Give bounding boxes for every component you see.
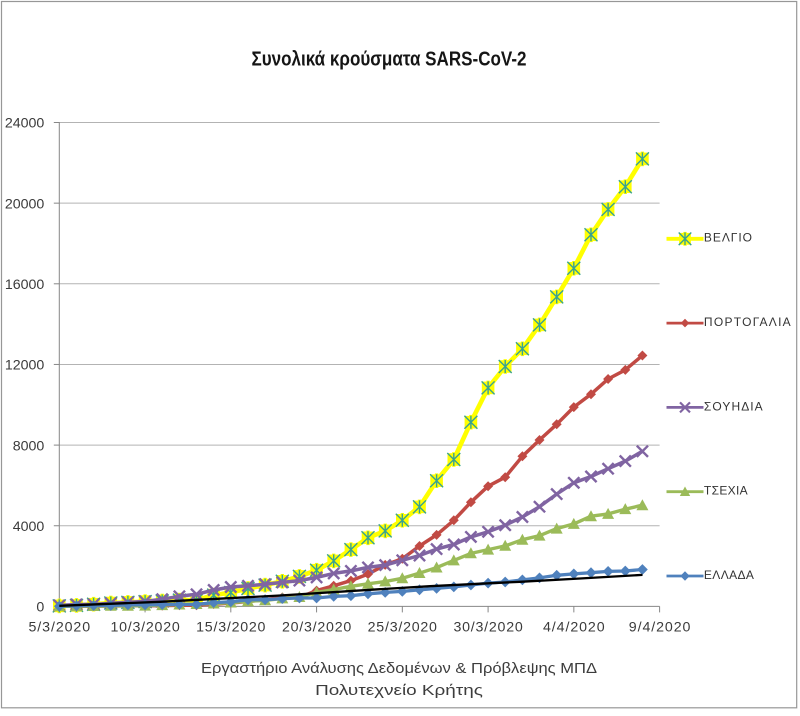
svg-text:ΠΟΡΤΟΓΑΛΙΑ: ΠΟΡΤΟΓΑΛΙΑ [704,315,791,329]
svg-text:10/3/2020: 10/3/2020 [110,619,179,635]
svg-text:0: 0 [36,600,44,616]
svg-text:15/3/2020: 15/3/2020 [196,619,265,635]
svg-text:4/4/2020: 4/4/2020 [543,619,605,635]
svg-text:5/3/2020: 5/3/2020 [29,619,91,635]
svg-text:4000: 4000 [13,519,45,535]
svg-text:ΤΣΕΧΙΑ: ΤΣΕΧΙΑ [704,484,748,498]
svg-text:20/3/2020: 20/3/2020 [282,619,351,635]
svg-text:Εργαστήριο Ανάλυσης Δεδομένων: Εργαστήριο Ανάλυσης Δεδομένων & Πρόβλεψη… [201,660,597,677]
svg-text:9/4/2020: 9/4/2020 [629,619,691,635]
svg-text:ΕΛΛΑΔΑ: ΕΛΛΑΔΑ [704,568,754,582]
svg-text:25/3/2020: 25/3/2020 [368,619,437,635]
svg-text:ΒΕΛΓΙΟ: ΒΕΛΓΙΟ [704,231,752,245]
svg-text:16000: 16000 [5,277,45,293]
svg-text:Πολυτεχνείο Κρήτης: Πολυτεχνείο Κρήτης [315,682,483,699]
svg-text:8000: 8000 [13,438,45,454]
svg-text:30/3/2020: 30/3/2020 [453,619,522,635]
svg-text:24000: 24000 [5,116,45,132]
svg-text:Συνολικά κρούσματα SARS-CoV-2: Συνολικά κρούσματα SARS-CoV-2 [252,48,527,70]
svg-text:20000: 20000 [5,196,45,212]
svg-text:ΣΟΥΗΔΙΑ: ΣΟΥΗΔΙΑ [704,399,763,413]
svg-text:12000: 12000 [5,358,45,374]
